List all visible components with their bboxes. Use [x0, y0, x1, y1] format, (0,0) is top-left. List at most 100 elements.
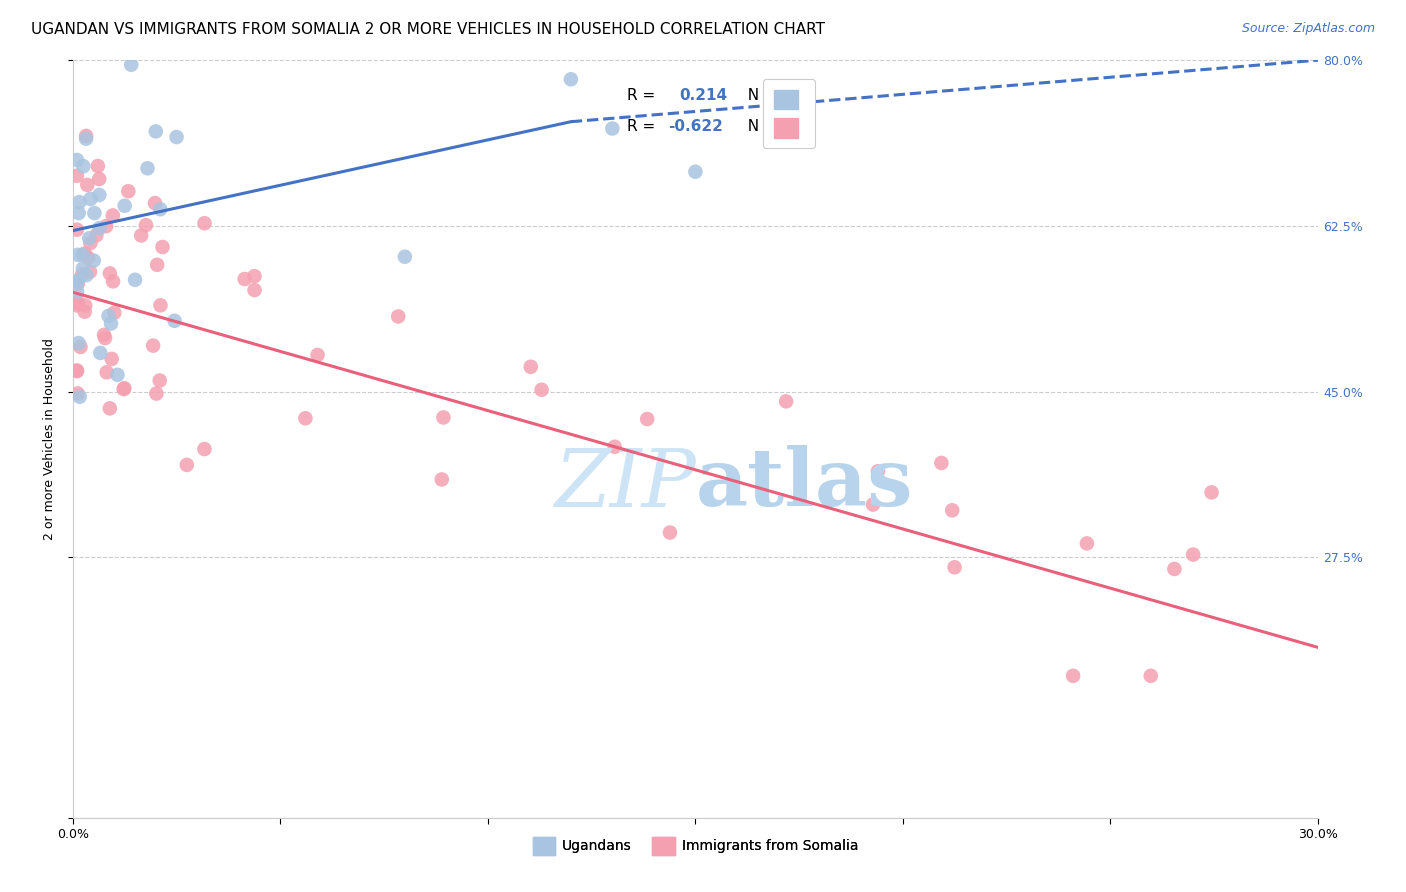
Point	[145, 386, 167, 401]
Point	[124, 273, 146, 287]
Point	[66, 285, 89, 299]
Point	[243, 269, 266, 284]
Point	[89, 172, 111, 186]
Point	[560, 72, 582, 87]
Point	[943, 560, 966, 574]
Point	[86, 228, 108, 243]
Point	[107, 368, 129, 382]
Point	[149, 374, 172, 388]
Text: 0.214: 0.214	[679, 88, 727, 103]
Point	[79, 236, 101, 251]
Point	[75, 128, 97, 143]
Text: 72: 72	[783, 120, 806, 135]
Point	[117, 184, 139, 198]
Point	[931, 456, 953, 470]
Point	[72, 248, 94, 262]
Point	[66, 274, 89, 288]
Point	[101, 209, 124, 223]
Point	[603, 440, 626, 454]
Point	[75, 298, 97, 312]
Point	[66, 153, 89, 167]
Point	[79, 192, 101, 206]
Point	[866, 464, 889, 478]
Point	[193, 216, 215, 230]
Point	[145, 124, 167, 138]
Point	[73, 304, 96, 318]
Text: ZIP: ZIP	[554, 446, 696, 524]
Point	[114, 199, 136, 213]
Point	[87, 159, 110, 173]
Point	[72, 261, 94, 276]
Text: UGANDAN VS IMMIGRANTS FROM SOMALIA 2 OR MORE VEHICLES IN HOUSEHOLD CORRELATION C: UGANDAN VS IMMIGRANTS FROM SOMALIA 2 OR …	[31, 22, 825, 37]
Point	[129, 228, 152, 243]
Point	[941, 503, 963, 517]
Point	[75, 131, 97, 145]
Point	[135, 218, 157, 232]
Point	[112, 382, 135, 396]
Point	[66, 363, 89, 377]
Point	[149, 202, 172, 217]
Point	[89, 346, 111, 360]
Point	[67, 336, 90, 351]
Point	[233, 272, 256, 286]
Point	[76, 178, 98, 192]
Point	[66, 364, 89, 378]
Point	[1076, 536, 1098, 550]
Point	[1163, 562, 1185, 576]
Point	[79, 265, 101, 279]
Point	[112, 381, 135, 395]
Point	[83, 253, 105, 268]
Point	[152, 240, 174, 254]
Text: R =: R =	[627, 120, 659, 135]
Point	[66, 274, 89, 288]
Text: Source: ZipAtlas.com: Source: ZipAtlas.com	[1241, 22, 1375, 36]
Point	[530, 383, 553, 397]
Point	[66, 223, 89, 237]
Point	[862, 498, 884, 512]
Point	[72, 159, 94, 173]
Point	[193, 442, 215, 456]
Text: N =: N =	[738, 88, 782, 103]
Point	[100, 317, 122, 331]
Legend: Ugandans, Immigrants from Somalia: Ugandans, Immigrants from Somalia	[527, 831, 863, 860]
Point	[658, 525, 681, 540]
Y-axis label: 2 or more Vehicles in Household: 2 or more Vehicles in Household	[44, 338, 56, 540]
Point	[66, 277, 89, 291]
Point	[66, 248, 89, 262]
Point	[136, 161, 159, 176]
Text: -0.622: -0.622	[668, 120, 723, 135]
Text: atlas: atlas	[696, 445, 912, 524]
Point	[67, 206, 90, 220]
Point	[430, 472, 453, 486]
Point	[143, 196, 166, 211]
Point	[93, 327, 115, 342]
Point	[176, 458, 198, 472]
Point	[77, 231, 100, 245]
Point	[142, 338, 165, 352]
Point	[66, 295, 89, 310]
Point	[432, 410, 454, 425]
Point	[1062, 669, 1084, 683]
Point	[100, 351, 122, 366]
Point	[77, 251, 100, 265]
Point	[243, 283, 266, 297]
Point	[775, 394, 797, 409]
Point	[69, 390, 91, 404]
Point	[97, 309, 120, 323]
Point	[101, 274, 124, 288]
Point	[70, 268, 93, 282]
Point	[67, 195, 90, 210]
Text: N =: N =	[738, 120, 782, 135]
Point	[294, 411, 316, 425]
Text: R =: R =	[627, 88, 665, 103]
Point	[103, 306, 125, 320]
Point	[98, 267, 121, 281]
Point	[307, 348, 329, 362]
Text: 36: 36	[783, 88, 806, 103]
Point	[96, 365, 118, 379]
Point	[685, 165, 707, 179]
Point	[94, 219, 117, 234]
Point	[120, 58, 142, 72]
Point	[146, 258, 169, 272]
Point	[73, 246, 96, 260]
